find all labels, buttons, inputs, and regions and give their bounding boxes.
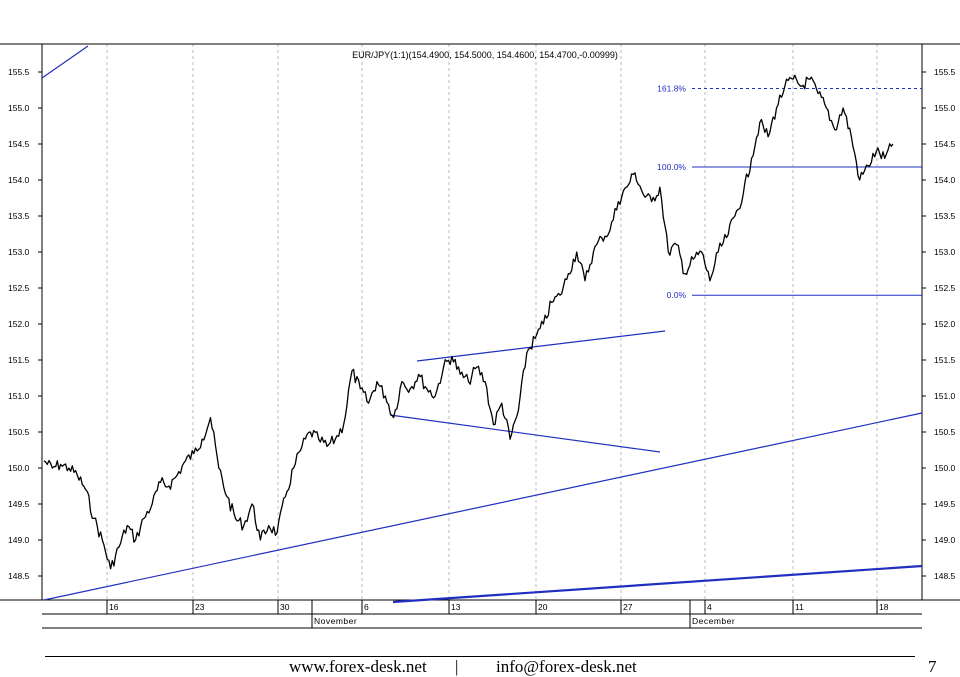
y-tick-label-right: 154.5 bbox=[934, 139, 956, 149]
y-tick-label-left: 153.5 bbox=[8, 211, 30, 221]
y-tick-label-left: 154.0 bbox=[8, 175, 30, 185]
x-tick-label: 13 bbox=[451, 602, 461, 612]
trend-lines bbox=[41, 45, 923, 604]
trend-line-1 bbox=[43, 412, 923, 601]
footer-rule bbox=[45, 656, 915, 657]
y-tick-label-right: 148.5 bbox=[934, 571, 956, 581]
y-tick-label-right: 153.5 bbox=[934, 211, 956, 221]
footer-separator: | bbox=[455, 657, 459, 676]
footer-email-link[interactable]: info@forex-desk.net bbox=[496, 657, 637, 676]
y-tick-label-left: 149.0 bbox=[8, 535, 30, 545]
y-tick-label-left: 151.0 bbox=[8, 391, 30, 401]
x-axis: 16 23 30 6 13 20 27 4 11 18 November December bbox=[106, 600, 889, 628]
fib-level-label: 0.0% bbox=[667, 290, 687, 300]
x-tick-label: 16 bbox=[109, 602, 119, 612]
x-tick-label: 27 bbox=[623, 602, 633, 612]
y-tick-label-right: 150.5 bbox=[934, 427, 956, 437]
y-axis-right: 155.5 155.0 154.5 154.0 153.5 153.0 152.5 152.0… bbox=[922, 67, 956, 581]
y-tick-label-left: 149.5 bbox=[8, 499, 30, 509]
trend-line-3 bbox=[416, 330, 666, 362]
y-tick-label-left: 150.0 bbox=[8, 463, 30, 473]
price-series bbox=[43, 74, 894, 570]
y-tick-label-right: 150.0 bbox=[934, 463, 956, 473]
y-tick-label-left: 154.5 bbox=[8, 139, 30, 149]
y-tick-label-right: 151.0 bbox=[934, 391, 956, 401]
y-tick-label-right: 153.0 bbox=[934, 247, 956, 257]
chart-background bbox=[0, 0, 960, 640]
y-tick-label-right: 152.0 bbox=[934, 319, 956, 329]
price-chart: 161.8% 100.0% 0.0% 155.5 155.0 154.5 154.0 153… bbox=[0, 0, 960, 640]
x-tick-label: 6 bbox=[364, 602, 369, 612]
y-tick-label-right: 149.5 bbox=[934, 499, 956, 509]
chart-frame bbox=[0, 43, 960, 629]
y-tick-label-left: 152.5 bbox=[8, 283, 30, 293]
fibonacci-levels: 161.8% 100.0% 0.0% bbox=[657, 84, 922, 300]
y-tick-label-left: 153.0 bbox=[8, 247, 30, 257]
x-tick-label: 23 bbox=[195, 602, 205, 612]
x-tick-label: 18 bbox=[879, 602, 889, 612]
price-line bbox=[43, 74, 894, 570]
y-tick-label-left: 155.0 bbox=[8, 103, 30, 113]
chart-grid bbox=[106, 44, 878, 600]
trend-line-4 bbox=[389, 414, 661, 453]
y-tick-label-right: 155.5 bbox=[934, 67, 956, 77]
x-month-label: December bbox=[692, 616, 735, 626]
y-tick-label-right: 149.0 bbox=[934, 535, 956, 545]
y-tick-label-left: 148.5 bbox=[8, 571, 30, 581]
trend-line-0 bbox=[41, 45, 89, 79]
y-tick-label-left: 152.0 bbox=[8, 319, 30, 329]
fib-level-label: 100.0% bbox=[657, 162, 686, 172]
chart-title: EUR/JPY(1:1)(154.4900, 154.5000, 154.460… bbox=[352, 50, 618, 60]
y-tick-label-right: 154.0 bbox=[934, 175, 956, 185]
x-tick-label: 4 bbox=[707, 602, 712, 612]
y-axis-left: 155.5 155.0 154.5 154.0 153.5 153.0 152.5 152.0… bbox=[8, 67, 42, 581]
y-tick-label-left: 150.5 bbox=[8, 427, 30, 437]
x-tick-label: 20 bbox=[538, 602, 548, 612]
y-tick-label-right: 155.0 bbox=[934, 103, 956, 113]
fib-level-label: 161.8% bbox=[657, 84, 686, 94]
y-tick-label-right: 152.5 bbox=[934, 283, 956, 293]
x-month-label: November bbox=[314, 616, 357, 626]
x-tick-label: 11 bbox=[795, 602, 804, 612]
y-tick-label-right: 151.5 bbox=[934, 355, 956, 365]
y-tick-label-left: 151.5 bbox=[8, 355, 30, 365]
x-tick-label: 30 bbox=[280, 602, 290, 612]
trend-line-2 bbox=[392, 564, 923, 604]
y-tick-label-left: 155.5 bbox=[8, 67, 30, 77]
footer-website-link[interactable]: www.forex-desk.net bbox=[289, 657, 427, 676]
page-number: 7 bbox=[928, 657, 937, 676]
